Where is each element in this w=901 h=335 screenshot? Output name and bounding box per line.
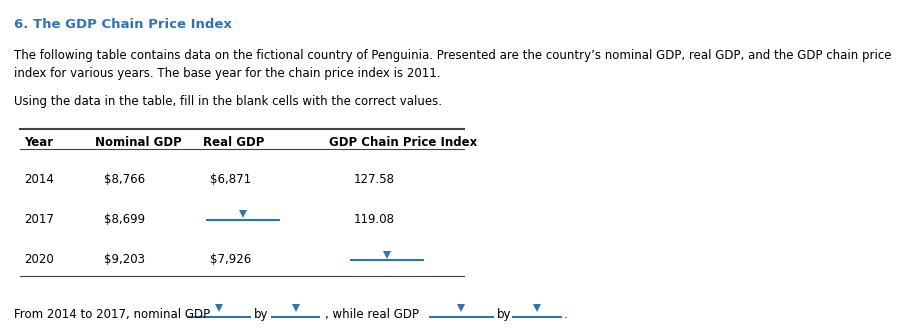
Text: by: by — [496, 308, 511, 321]
Text: 6. The GDP Chain Price Index: 6. The GDP Chain Price Index — [14, 18, 232, 31]
Text: From 2014 to 2017, nominal GDP: From 2014 to 2017, nominal GDP — [14, 308, 211, 321]
Text: 2017: 2017 — [24, 213, 54, 226]
Text: Nominal GDP: Nominal GDP — [95, 136, 181, 149]
Text: .: . — [564, 308, 568, 321]
Text: $7,926: $7,926 — [210, 253, 251, 266]
Text: Real GDP: Real GDP — [203, 136, 264, 149]
Text: Using the data in the table, fill in the blank cells with the correct values.: Using the data in the table, fill in the… — [14, 95, 442, 109]
Text: 2014: 2014 — [24, 173, 54, 186]
Text: $6,871: $6,871 — [210, 173, 251, 186]
Text: $8,699: $8,699 — [104, 213, 145, 226]
Text: The following table contains data on the fictional country of Penguinia. Present: The following table contains data on the… — [14, 49, 892, 62]
Text: 2020: 2020 — [24, 253, 54, 266]
Text: 119.08: 119.08 — [354, 213, 396, 226]
Text: , while real GDP: , while real GDP — [325, 308, 419, 321]
Text: $8,766: $8,766 — [104, 173, 145, 186]
Text: GDP Chain Price Index: GDP Chain Price Index — [329, 136, 478, 149]
Text: Year: Year — [24, 136, 53, 149]
Text: $9,203: $9,203 — [104, 253, 145, 266]
Text: index for various years. The base year for the chain price index is 2011.: index for various years. The base year f… — [14, 67, 441, 80]
Text: 127.58: 127.58 — [354, 173, 396, 186]
Text: by: by — [254, 308, 268, 321]
